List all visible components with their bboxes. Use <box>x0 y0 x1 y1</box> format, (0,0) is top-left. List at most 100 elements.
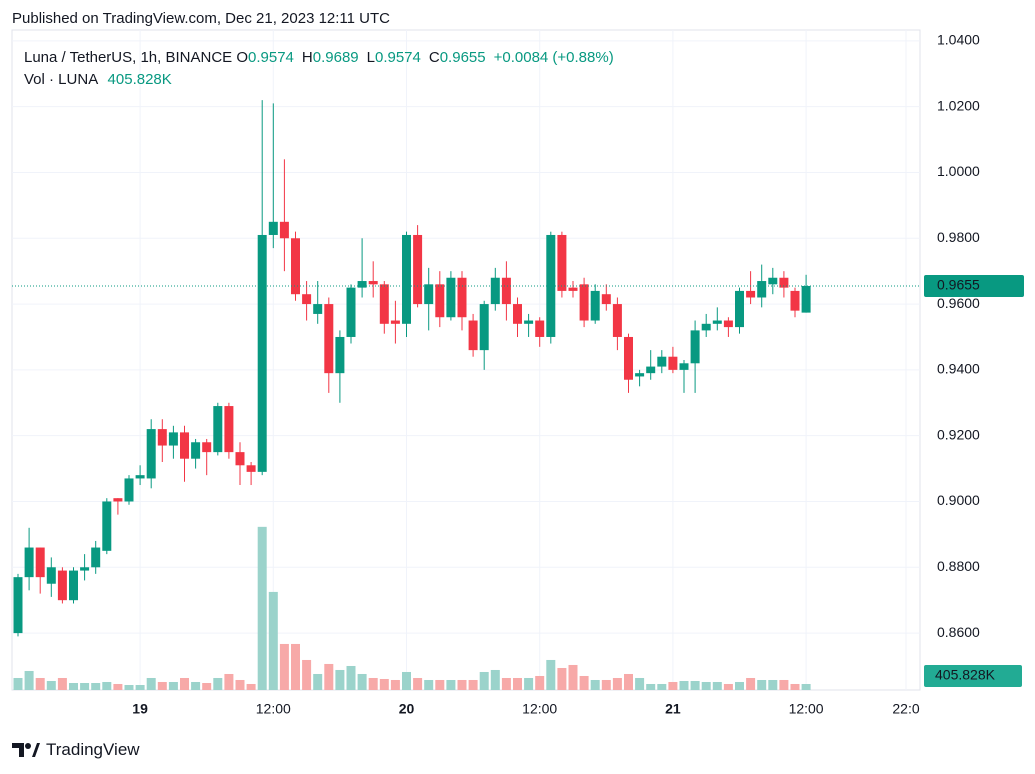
y-tick-label: 0.8800 <box>937 558 980 574</box>
volume-bar <box>657 683 667 690</box>
candle-body <box>80 567 90 571</box>
volume-bar <box>35 677 45 690</box>
candle-body <box>168 432 178 446</box>
volume-bar <box>413 677 423 690</box>
volume-bar <box>701 681 711 690</box>
candle-body <box>257 234 267 472</box>
volume-bar <box>357 673 367 690</box>
candle-body <box>601 294 611 305</box>
y-tick-label: 0.9200 <box>937 426 980 442</box>
last-price-label: 0.9655 <box>937 277 980 293</box>
volume-bar <box>24 670 34 690</box>
candle-body <box>635 373 645 377</box>
volume-bar <box>113 683 123 690</box>
candle-body <box>746 290 756 298</box>
volume-name: Vol · LUNA <box>24 71 98 88</box>
volume-bar <box>279 643 289 690</box>
x-tick-label: 21 <box>665 701 681 717</box>
volume-bar <box>557 667 567 690</box>
candle-body <box>735 290 744 328</box>
x-tick-label: 12:00 <box>256 701 291 717</box>
chart: 19 12:00 20 12:00 21 12:00 22:0 0.8600 0.8800 0.9… <box>11 29 1024 717</box>
volume-bar <box>390 679 400 690</box>
y-tick-label: 0.9600 <box>937 295 980 311</box>
candle-body <box>557 234 567 291</box>
candle-body <box>513 304 522 324</box>
volume-bar <box>590 679 600 690</box>
candle-body <box>24 547 34 578</box>
x-tick-label: 12:00 <box>522 701 557 717</box>
legend: Luna / TetherUS, 1h, BINANCE O0.9574 H0.9… <box>24 47 622 91</box>
volume-bar <box>124 684 134 690</box>
x-tick-label: 12:00 <box>789 701 824 717</box>
volume-bar <box>446 679 456 690</box>
volume-bar <box>135 684 145 690</box>
candle-body <box>657 356 667 367</box>
candle-body <box>102 501 112 551</box>
candle-body <box>424 284 434 305</box>
volume-bar <box>69 683 78 690</box>
volume-bar <box>768 679 778 690</box>
candle-body <box>124 478 134 502</box>
volume-bar <box>324 663 334 690</box>
candle-body <box>180 432 189 459</box>
candle-body <box>390 320 400 324</box>
volume-bar <box>302 659 312 690</box>
y-tick-label: 1.0000 <box>937 163 980 179</box>
volume-bar <box>368 677 378 690</box>
candle-body <box>679 363 689 370</box>
symbol: Luna / TetherUS, 1h, BINANCE <box>24 49 233 66</box>
candle-body <box>646 366 656 374</box>
candle-body <box>546 234 556 337</box>
legend-row: Luna / TetherUS, 1h, BINANCE O0.9574 H0.9… <box>24 47 622 69</box>
candle-body <box>13 577 23 634</box>
y-tick-label: 0.8600 <box>937 624 980 640</box>
candle-body <box>135 475 145 479</box>
volume-bar <box>80 683 90 690</box>
candle-body <box>579 284 589 321</box>
volume-bar <box>13 677 23 690</box>
volume-bar <box>424 679 434 690</box>
close-key: C <box>428 49 440 66</box>
candle-body <box>57 570 67 601</box>
published-note: Published on TradingView.com, Dec 21, 20… <box>12 10 391 27</box>
candle-body <box>757 281 767 298</box>
last-volume-label: 405.828K <box>935 667 996 683</box>
candle-body <box>446 277 456 318</box>
candle-body <box>157 429 167 446</box>
volume-bar <box>335 669 345 690</box>
candle-body <box>457 277 467 318</box>
candle-body <box>612 304 622 337</box>
volume-bar <box>757 679 767 690</box>
volume-bar <box>313 673 323 690</box>
footer: TradingView <box>12 740 140 760</box>
volume-bar <box>535 675 545 690</box>
candle-body <box>668 356 678 370</box>
volume-bar <box>468 679 478 690</box>
candle-body <box>224 406 234 453</box>
volume-bar <box>746 677 756 690</box>
volume-bar <box>57 677 67 690</box>
candle-body <box>490 277 500 305</box>
volume-bar <box>102 681 112 690</box>
open-value: 0.9574 <box>248 49 294 66</box>
candle-body <box>413 234 423 305</box>
volume-bar <box>268 591 278 690</box>
y-tick-label: 1.0400 <box>937 32 980 48</box>
candle-body <box>701 323 711 331</box>
volume-bar <box>712 681 722 690</box>
brand: TradingView <box>46 740 140 759</box>
y-tick-label: 0.9800 <box>937 229 980 245</box>
volume-bar <box>568 664 578 690</box>
candle-body <box>468 320 478 351</box>
volume-bar <box>379 678 389 690</box>
candle-body <box>346 287 356 337</box>
candle-body <box>435 284 445 318</box>
candle-body <box>268 221 278 235</box>
candle-body <box>779 277 789 288</box>
volume-bar <box>646 683 656 690</box>
candle-body <box>690 330 700 364</box>
candle-body <box>191 442 201 459</box>
low-value: 0.9574 <box>374 49 421 66</box>
candle-body <box>723 320 733 328</box>
